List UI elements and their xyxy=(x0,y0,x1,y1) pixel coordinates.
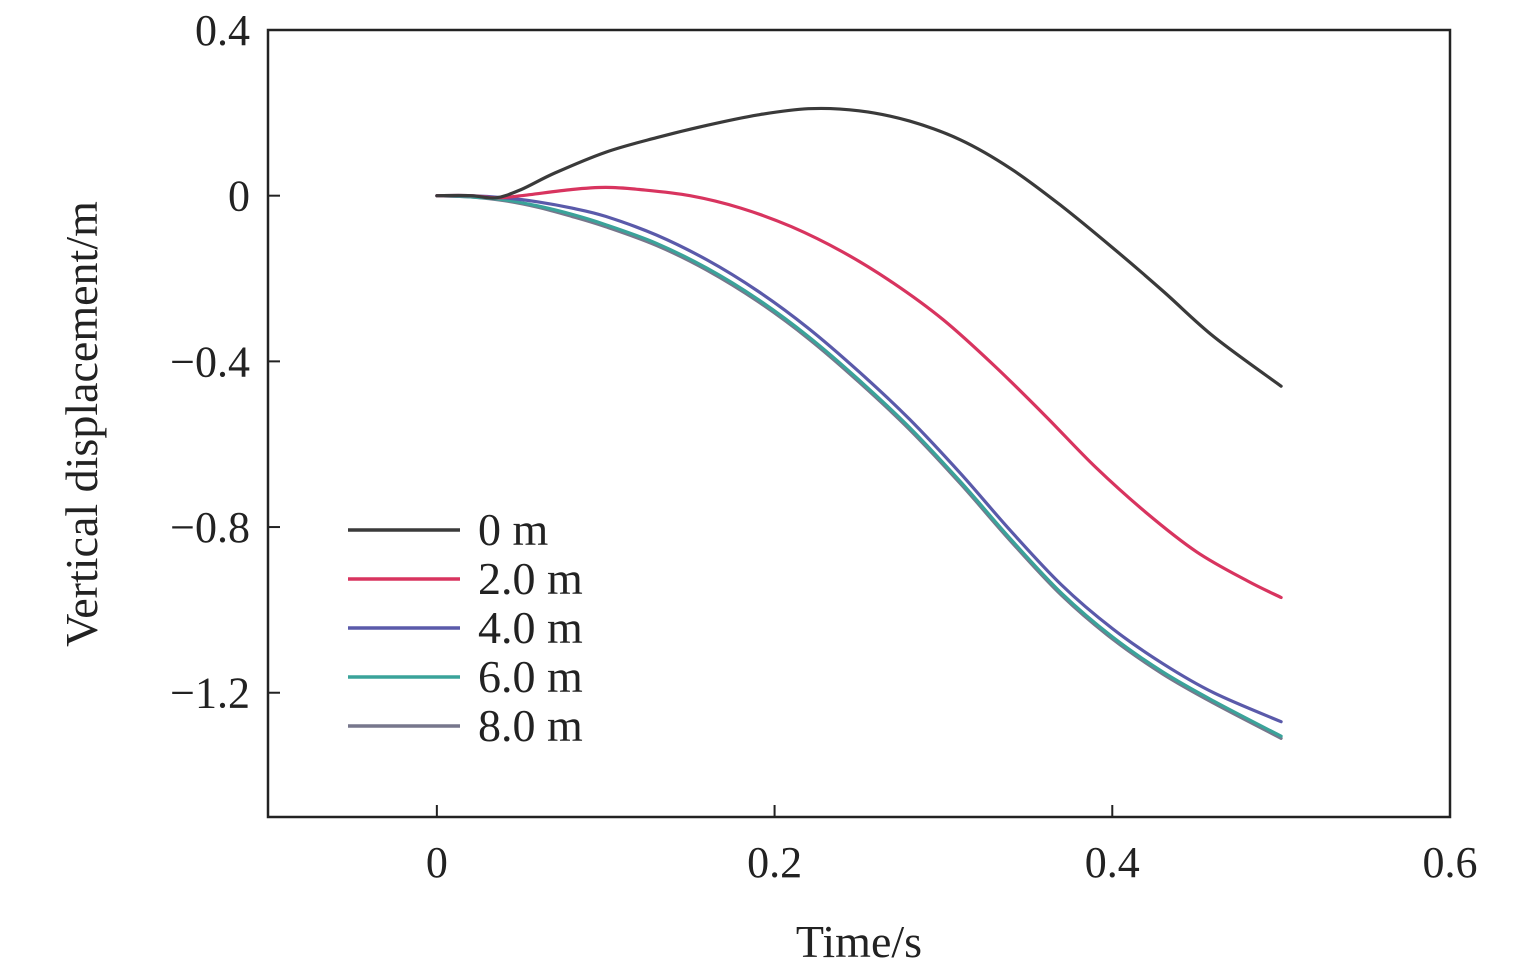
x-axis-title: Time/s xyxy=(796,916,922,967)
series-line-6-0-m xyxy=(435,194,1283,738)
y-tick-label: 0.4 xyxy=(195,6,250,55)
series-line-0-m xyxy=(435,106,1283,388)
y-tick-label: 0 xyxy=(228,172,250,221)
series-line-4-0-m xyxy=(435,193,1283,724)
y-axis-ticks: 0.4 0 −0.4 −0.8 −1.2 xyxy=(170,6,280,718)
series-line-2-0-m xyxy=(435,185,1283,600)
plot-frame xyxy=(266,28,1452,819)
y-tick-label: −0.4 xyxy=(170,337,250,386)
legend-label: 2.0 m xyxy=(478,553,583,604)
x-axis-ticks: 0 0.2 0.4 0.6 xyxy=(426,805,1478,887)
x-tick-label: 0 xyxy=(426,838,448,887)
series-layer xyxy=(435,106,1283,740)
y-axis-title: Vertical displacement/m xyxy=(56,201,107,647)
legend-label: 4.0 m xyxy=(478,602,583,653)
x-tick-label: 0.6 xyxy=(1423,838,1478,887)
x-tick-label: 0.2 xyxy=(747,838,802,887)
legend: 0 m2.0 m4.0 m6.0 m8.0 m xyxy=(348,504,583,751)
legend-label: 0 m xyxy=(478,504,549,555)
legend-label: 8.0 m xyxy=(478,700,583,751)
legend-label: 6.0 m xyxy=(478,651,583,702)
y-tick-label: −1.2 xyxy=(170,669,250,718)
y-tick-label: −0.8 xyxy=(170,503,250,552)
x-tick-label: 0.4 xyxy=(1085,838,1140,887)
